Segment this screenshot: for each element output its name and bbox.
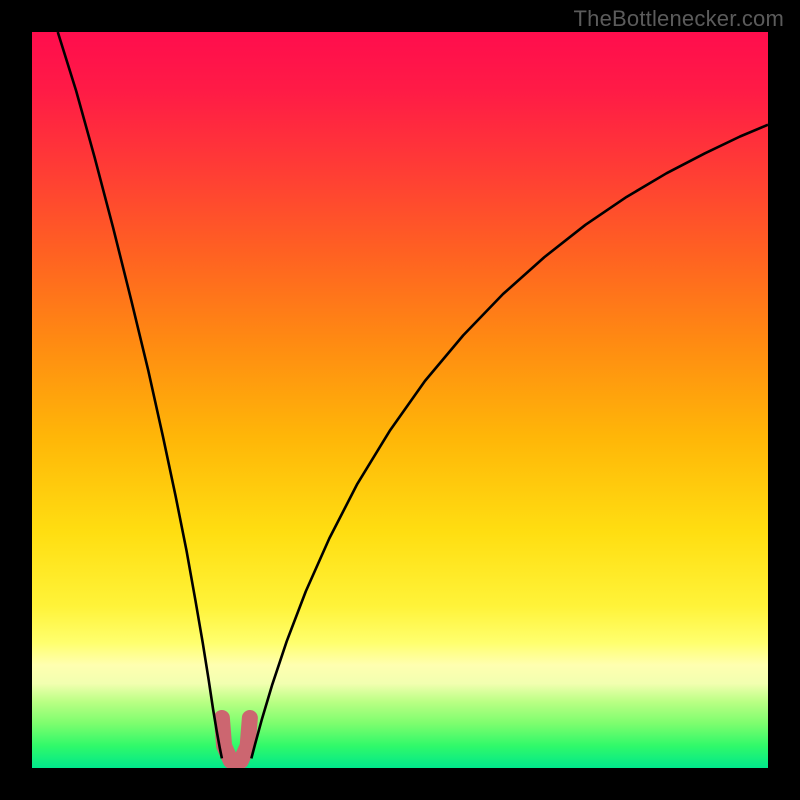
watermark-text: TheBottlenecker.com — [574, 6, 784, 32]
valley-marker — [222, 718, 250, 761]
chart-frame: TheBottlenecker.com — [0, 0, 800, 800]
curve-right-branch — [251, 125, 768, 759]
curve-left-branch — [58, 32, 222, 758]
curves-layer — [32, 32, 768, 768]
plot-area — [32, 32, 768, 768]
